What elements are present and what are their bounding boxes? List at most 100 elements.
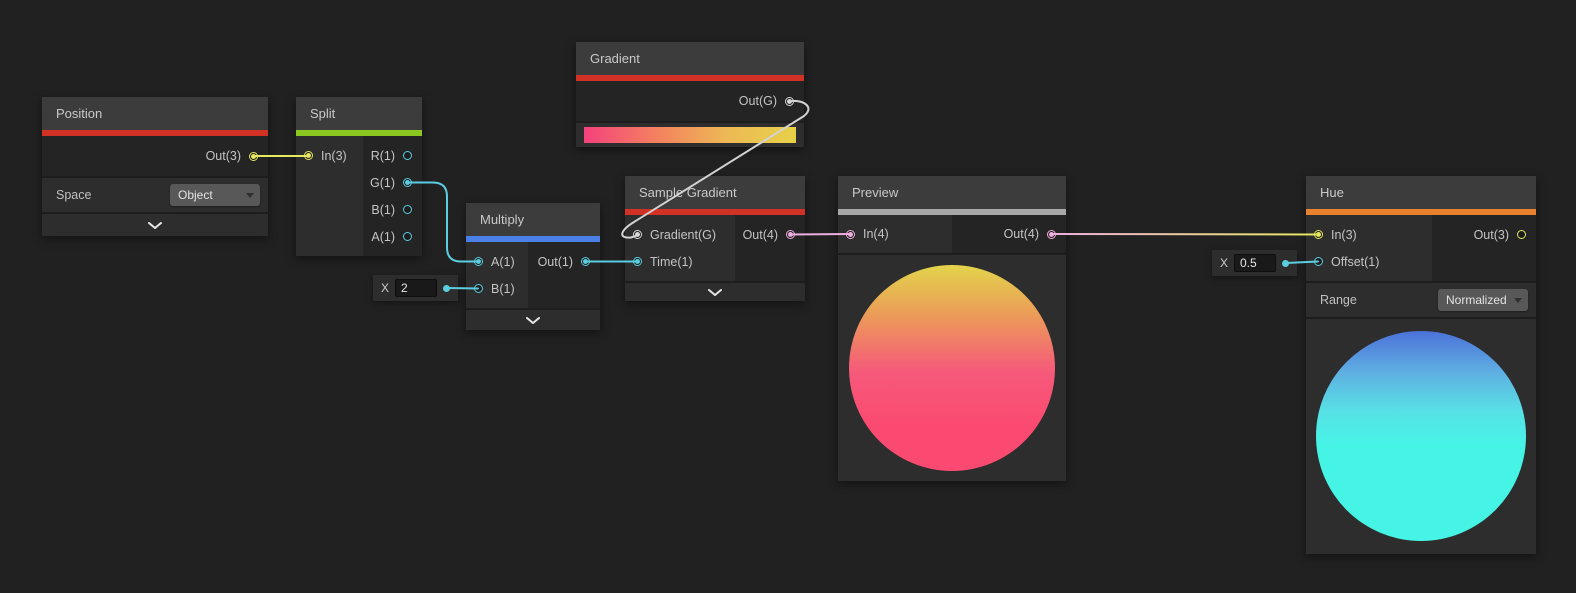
node-gradient-title-bar[interactable]: Gradient xyxy=(576,42,804,75)
port-split-b1[interactable] xyxy=(403,205,412,214)
gradient-preview-strip[interactable] xyxy=(584,127,796,143)
node-split-title-bar[interactable]: Split xyxy=(296,97,422,130)
dropdown-arrow-icon xyxy=(1514,297,1522,303)
space-dropdown[interactable]: Object xyxy=(170,184,260,206)
port-multiply-out1[interactable] xyxy=(581,257,590,266)
port-row: Out(3) xyxy=(42,136,268,176)
port-row: Out(3) xyxy=(1432,221,1536,248)
port-label: A(1) xyxy=(491,254,515,269)
port-row: Time(1) xyxy=(625,248,735,275)
port-row: A(1) xyxy=(466,248,528,275)
output-ports-section: Out(4) xyxy=(735,215,805,281)
port-preview-out4[interactable] xyxy=(1047,229,1056,239)
inline-value-label: X xyxy=(381,281,390,295)
port-hue-in3[interactable] xyxy=(1314,230,1323,239)
accent-bar xyxy=(466,236,600,242)
port-preview-in4[interactable] xyxy=(846,229,855,239)
port-split-r1[interactable] xyxy=(403,151,412,160)
hue-offset-inline-value-widget: X 0.5 xyxy=(1212,250,1297,276)
port-row: Out(4) xyxy=(952,221,1066,247)
accent-bar xyxy=(296,130,422,136)
inline-value-label: X xyxy=(1220,256,1229,270)
port-multiply-a1[interactable] xyxy=(474,257,483,266)
node-sample-gradient-title-bar[interactable]: Sample Gradient xyxy=(625,176,805,209)
chevron-down-icon xyxy=(526,316,540,324)
node-multiply-title-bar[interactable]: Multiply xyxy=(466,203,600,236)
node-preview-title-bar[interactable]: Preview xyxy=(838,176,1066,209)
output-ports-section: Out(3) xyxy=(1432,215,1536,281)
port-row: In(4) xyxy=(838,221,952,247)
port-label: Out(G) xyxy=(738,94,777,108)
port-sample-time1[interactable] xyxy=(633,257,642,266)
node-title: Preview xyxy=(852,185,899,200)
port-hue-offset1[interactable] xyxy=(1314,257,1323,266)
node-split[interactable]: Split In(3) R(1) G(1) B(1) xyxy=(296,97,422,256)
dropdown-value: Object xyxy=(178,188,213,202)
port-label: Out(1) xyxy=(537,254,573,269)
hue-offset-value-field[interactable]: 0.5 xyxy=(1234,254,1276,272)
port-row: Out(4) xyxy=(735,221,805,248)
inline-port-dot[interactable] xyxy=(1282,259,1289,267)
node-multiply[interactable]: Multiply A(1) B(1) Out(1) xyxy=(466,203,600,330)
port-label: B(1) xyxy=(491,281,515,296)
input-ports-section: In(3) xyxy=(296,136,363,256)
hue-preview-sphere xyxy=(1316,331,1526,541)
node-title: Split xyxy=(310,106,336,121)
accent-bar xyxy=(42,130,268,136)
collapse-button[interactable] xyxy=(466,308,600,330)
input-ports-section: In(4) xyxy=(838,215,952,253)
node-gradient[interactable]: Gradient Out(G) xyxy=(576,42,804,147)
port-row: Out(G) xyxy=(576,81,804,121)
port-label: Out(3) xyxy=(205,149,241,163)
chevron-down-icon xyxy=(148,221,162,229)
port-label: B(1) xyxy=(371,202,395,217)
node-position-title-bar[interactable]: Position xyxy=(42,97,268,130)
port-position-out3[interactable] xyxy=(249,151,258,161)
space-option-row: Space Object xyxy=(42,176,268,212)
range-option-row: Range Normalized xyxy=(1306,281,1536,317)
node-title: Sample Gradient xyxy=(639,185,737,200)
port-label: In(3) xyxy=(321,148,347,163)
preview-sphere xyxy=(849,265,1055,471)
input-ports-section: A(1) B(1) xyxy=(466,242,528,308)
option-label: Space xyxy=(56,188,92,202)
port-row: B(1) xyxy=(466,275,528,302)
node-position[interactable]: Position Out(3) Space Object xyxy=(42,97,268,236)
collapse-button[interactable] xyxy=(42,212,268,236)
port-label: Offset(1) xyxy=(1331,254,1380,269)
collapse-button[interactable] xyxy=(625,281,805,301)
multiply-b-value-field[interactable]: 2 xyxy=(395,279,437,297)
preview-area xyxy=(838,253,1066,481)
port-label: In(3) xyxy=(1331,227,1357,242)
chevron-down-icon xyxy=(708,288,722,296)
node-title: Multiply xyxy=(480,212,525,227)
port-sample-gradient-g[interactable] xyxy=(633,230,642,239)
option-label: Range xyxy=(1320,293,1357,307)
port-sample-out4[interactable] xyxy=(786,230,795,239)
port-row: Out(1) xyxy=(528,248,600,275)
input-ports-section: Gradient(G) Time(1) xyxy=(625,215,735,281)
port-row: A(1) xyxy=(363,223,422,250)
port-split-g1[interactable] xyxy=(403,178,412,187)
accent-bar xyxy=(1306,209,1536,215)
preview-area xyxy=(1306,317,1536,554)
node-sample-gradient[interactable]: Sample Gradient Gradient(G) Time(1) Out(… xyxy=(625,176,805,301)
node-hue[interactable]: Hue In(3) Offset(1) Out(3) xyxy=(1306,176,1536,554)
node-preview[interactable]: Preview In(4) Out(4) xyxy=(838,176,1066,481)
range-dropdown[interactable]: Normalized xyxy=(1438,289,1528,311)
port-hue-out3[interactable] xyxy=(1517,230,1526,239)
inline-port-dot[interactable] xyxy=(443,284,450,292)
port-label: Time(1) xyxy=(650,254,693,269)
port-split-a1[interactable] xyxy=(403,232,412,241)
port-gradient-outg[interactable] xyxy=(785,96,794,106)
port-label: Out(4) xyxy=(742,227,778,242)
node-hue-title-bar[interactable]: Hue xyxy=(1306,176,1536,209)
node-title: Position xyxy=(56,106,103,121)
port-multiply-b1[interactable] xyxy=(474,284,483,293)
gradient-preview-row xyxy=(576,121,804,147)
wire-preview-to-hue[interactable] xyxy=(1051,233,1319,236)
dropdown-arrow-icon xyxy=(246,192,254,198)
port-split-in3[interactable] xyxy=(304,151,313,160)
port-label: G(1) xyxy=(370,175,395,190)
